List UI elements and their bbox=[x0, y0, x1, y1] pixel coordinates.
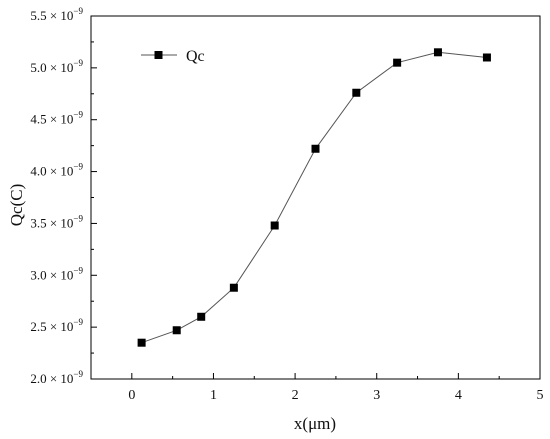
x-tick-label: 1 bbox=[210, 388, 217, 403]
y-tick-label: 4.5 × 10−9 bbox=[30, 110, 83, 127]
series-layer bbox=[137, 48, 491, 347]
data-point bbox=[393, 58, 402, 67]
y-axis-title: Qc(C) bbox=[7, 184, 26, 226]
data-point bbox=[311, 144, 320, 153]
y-tick-label: 5.0 × 10−9 bbox=[30, 58, 83, 75]
data-point bbox=[172, 326, 181, 335]
y-tick-label: 2.0 × 10−9 bbox=[30, 369, 83, 386]
data-point bbox=[482, 53, 491, 62]
x-tick-label: 2 bbox=[292, 388, 299, 403]
data-point bbox=[270, 221, 279, 230]
series-line bbox=[141, 51, 487, 344]
x-tick-label: 0 bbox=[128, 388, 135, 403]
y-axis-ticks: 2.0 × 10−9 2.5 × 10−9 3.0 × 10−9 3.5 × 10−9… bbox=[30, 6, 97, 386]
x-tick-label: 4 bbox=[455, 388, 462, 403]
data-point bbox=[352, 88, 361, 97]
y-tick-label: 4.0 × 10−9 bbox=[30, 162, 83, 179]
y-tick-label: 3.0 × 10−9 bbox=[30, 265, 83, 282]
y-tick-label: 5.5 × 10−9 bbox=[30, 6, 83, 23]
x-tick-label: 5 bbox=[537, 388, 544, 403]
legend-marker bbox=[154, 51, 163, 59]
x-axis-title: x(μm) bbox=[294, 414, 336, 433]
data-point bbox=[433, 48, 442, 57]
legend: Qc bbox=[141, 48, 205, 65]
y-tick-label: 3.5 × 10−9 bbox=[30, 213, 83, 230]
x-tick-label: 3 bbox=[373, 388, 380, 403]
data-point bbox=[197, 312, 206, 321]
x-axis-ticks: 0 1 2 3 4 5 bbox=[90, 373, 544, 403]
data-point bbox=[137, 338, 146, 347]
data-point bbox=[229, 283, 238, 292]
legend-label: Qc bbox=[186, 48, 205, 65]
plot-frame bbox=[90, 15, 541, 380]
y-tick-label: 2.5 × 10−9 bbox=[30, 317, 83, 334]
